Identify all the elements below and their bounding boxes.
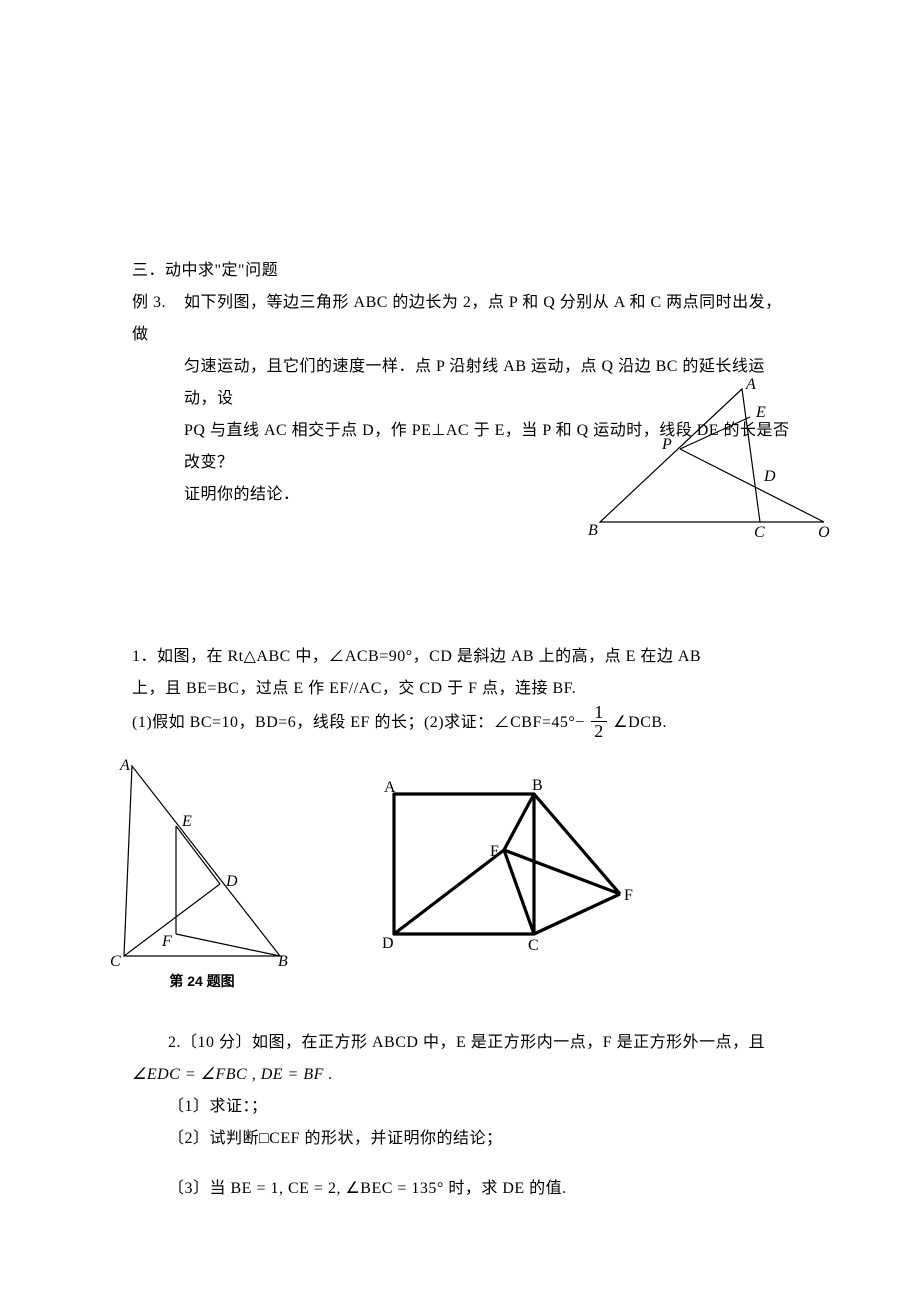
section-heading: 三．动中求"定"问题 [132,255,792,287]
example3-label: 例 3. [132,294,166,311]
svg-text:B: B [532,777,543,794]
example3-block: 例 3. 如下列图，等边三角形 ABC 的边长为 2，点 P 和 Q 分别从 A… [132,287,792,511]
svg-text:D: D [225,873,238,890]
problem2-line1-text: 2.〔10 分〕如图，在正方形 ABCD 中，E 是正方形内一点，F 是正方形外… [168,1034,765,1051]
problem1-figure-left-wrap: A C B E D F 第 24 题图 [102,756,302,991]
svg-text:D: D [763,468,776,485]
svg-text:E: E [490,843,500,860]
problem2-line2-text: ∠EDC = ∠FBC , DE = BF . [132,1066,333,1083]
document-page: 三．动中求"定"问题 例 3. 如下列图，等边三角形 ABC 的边长为 2，点 … [0,0,920,1302]
problem1-line3b: ∠DCB. [613,714,667,731]
svg-text:A: A [384,779,396,796]
svg-text:E: E [755,404,766,421]
problem1-line2: 上，且 BE=BC，过点 E 作 EF//AC，交 CD 于 F 点，连接 BF… [132,673,792,705]
example3-line1: 例 3. 如下列图，等边三角形 ABC 的边长为 2，点 P 和 Q 分别从 A… [132,287,792,351]
svg-text:C: C [110,953,121,966]
svg-text:Q: Q [818,524,830,537]
svg-text:C: C [528,937,539,954]
problem2-q1: 〔1〕求证：； [132,1091,792,1123]
svg-text:F: F [624,887,633,904]
problem1-line3a: (1)假如 BC=10，BD=6，线段 EF 的长；(2)求证：∠CBF=45°… [132,714,585,731]
problem1-figure-left: A C B E D F [102,756,302,966]
figure-left-caption: 第 24 题图 [102,971,302,991]
problem2-line2: ∠EDC = ∠FBC , DE = BF . [132,1059,792,1091]
problem1-figures-row: A C B E D F 第 24 题图 [132,756,792,991]
problem1-line3: (1)假如 BC=10，BD=6，线段 EF 的长；(2)求证：∠CBF=45°… [132,705,792,742]
svg-text:A: A [745,377,756,393]
problem2-q2: 〔2〕试判断□CEF 的形状，并证明你的结论； [132,1123,792,1155]
svg-text:A: A [119,757,130,774]
svg-text:B: B [278,953,288,966]
example3-text1: 如下列图，等边三角形 ABC 的边长为 2，点 P 和 Q 分别从 A 和 C … [132,294,782,343]
svg-text:B: B [588,522,598,537]
svg-text:F: F [161,933,172,950]
problem1-figure-right-wrap: A B D C E F [362,776,642,961]
example3-figure: A B C Q P E D [572,377,832,537]
svg-text:D: D [382,935,394,952]
problem1-figure-right: A B D C E F [362,776,642,956]
problem1-line1: 1．如图，在 Rt△ABC 中，∠ACB=90°，CD 是斜边 AB 上的高，点… [132,641,792,673]
problem2-q3: 〔3〕当 BE = 1, CE = 2, ∠BEC = 135° 时，求 DE … [132,1173,792,1205]
fraction-half: 12 [591,703,607,740]
svg-text:C: C [754,524,765,537]
svg-text:E: E [181,813,192,830]
svg-text:P: P [661,436,672,453]
problem2-line1: 2.〔10 分〕如图，在正方形 ABCD 中，E 是正方形内一点，F 是正方形外… [132,1027,792,1059]
